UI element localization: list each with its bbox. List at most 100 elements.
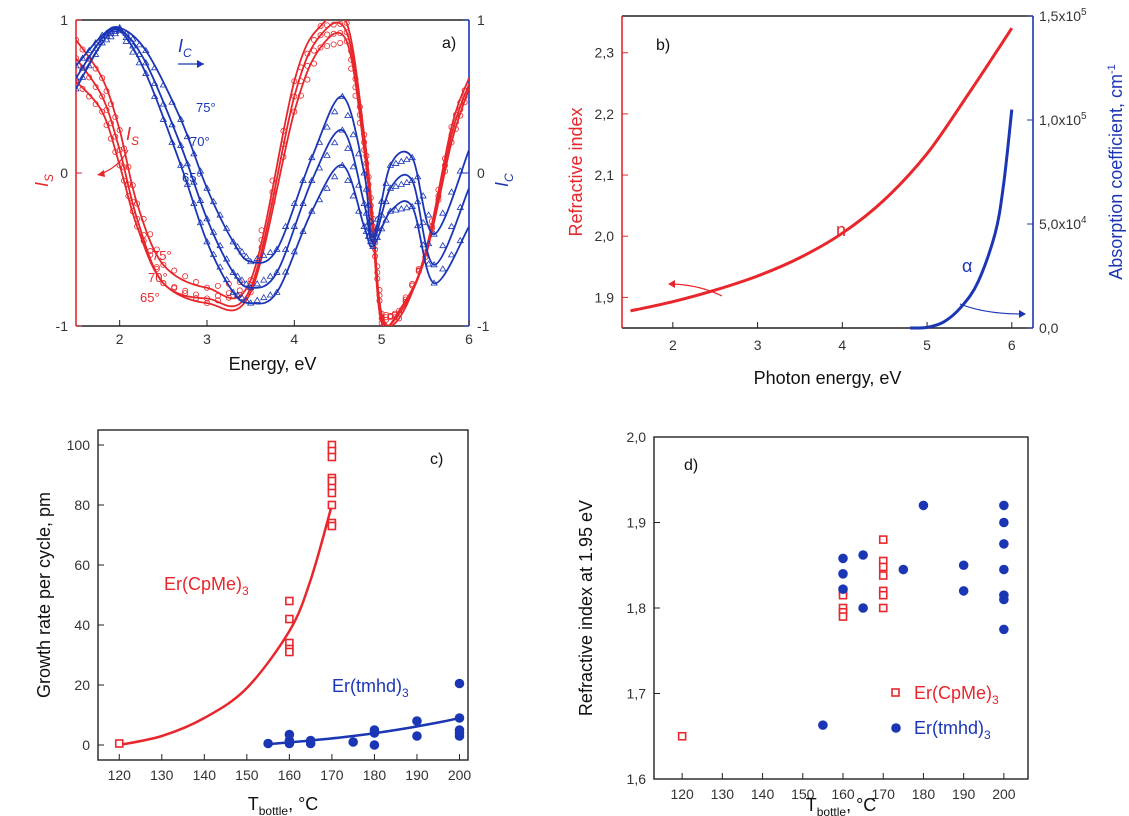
- data-point: [229, 238, 237, 245]
- data-point: [107, 101, 114, 108]
- data-point: [263, 738, 273, 749]
- x-tick-label: 5: [923, 337, 931, 353]
- alpha-arrowhead: [1019, 310, 1026, 318]
- data-point: [112, 114, 119, 121]
- data-point: [291, 93, 298, 100]
- data-point: [439, 209, 447, 216]
- y-tick-label: 80: [74, 497, 90, 513]
- data-point: [838, 612, 848, 621]
- data-point: [330, 21, 337, 28]
- data-point: [253, 280, 261, 287]
- data-point: [323, 123, 331, 130]
- data-point: [363, 160, 370, 167]
- data-point: [183, 160, 192, 167]
- right-tick-base: 1,5x10: [1039, 8, 1081, 24]
- data-point: [209, 197, 218, 205]
- data-point: [122, 33, 130, 40]
- series-IS-2-line: [76, 20, 469, 326]
- data-point: [238, 276, 246, 283]
- data-point: [140, 231, 147, 238]
- data-point: [183, 180, 192, 187]
- data-point: [134, 200, 141, 207]
- data-point: [327, 452, 337, 462]
- right-axis-title-main: I: [492, 182, 512, 187]
- data-point: [216, 241, 224, 249]
- data-point: [233, 272, 242, 279]
- angle-label: 65°: [182, 170, 202, 185]
- data-point: [76, 36, 79, 43]
- data-point: [142, 46, 150, 53]
- right-tick-base: 1,0x10: [1039, 112, 1081, 128]
- x-tick-label: 120: [670, 786, 694, 802]
- data-point: [958, 586, 969, 596]
- data-point: [858, 603, 868, 613]
- x-tick-label: 120: [108, 767, 132, 783]
- data-point: [203, 238, 211, 245]
- data-point: [878, 590, 888, 600]
- x-tick-label: 160: [278, 767, 302, 783]
- panel-a-data: [76, 20, 469, 326]
- data-point: [369, 725, 380, 735]
- data-point: [452, 111, 459, 118]
- data-point: [281, 222, 290, 229]
- data-point: [203, 300, 210, 307]
- data-point: [397, 157, 406, 164]
- data-point: [135, 41, 144, 48]
- data-point: [424, 211, 433, 218]
- data-point: [177, 115, 185, 122]
- x-tick-label: 200: [448, 767, 472, 783]
- data-point: [121, 164, 128, 171]
- data-point: [150, 64, 159, 71]
- data-point: [291, 108, 298, 115]
- right-tick-label: 1: [477, 12, 485, 28]
- data-point: [196, 218, 205, 226]
- data-point: [85, 46, 93, 53]
- data-point: [356, 103, 363, 110]
- right-axis-title: IC: [492, 173, 516, 187]
- left-axis-title-main: I: [32, 182, 52, 187]
- data-point: [190, 178, 198, 185]
- data-point: [677, 731, 687, 741]
- data-point: [290, 248, 299, 255]
- alpha-arrow: [959, 303, 1023, 315]
- data-point: [125, 163, 132, 170]
- data-point: [76, 62, 80, 69]
- data-point: [999, 539, 1009, 549]
- data-point: [898, 564, 909, 575]
- data-point: [299, 227, 307, 234]
- data-point: [168, 98, 176, 105]
- data-point: [456, 203, 464, 210]
- data-point: [457, 106, 464, 113]
- data-point: [299, 199, 307, 206]
- data-point: [365, 173, 372, 180]
- data-point: [349, 163, 357, 170]
- data-point: [402, 298, 409, 305]
- data-point: [291, 78, 298, 85]
- data-point: [177, 161, 185, 168]
- data-point: [76, 78, 79, 85]
- data-point: [140, 215, 147, 222]
- data-point: [242, 252, 251, 260]
- panel-b: 2 3 4 5 61,92,02,12,22,30,05,0x1041,0x1051,5…: [566, 7, 1126, 388]
- data-point: [315, 138, 324, 145]
- data-point: [258, 227, 265, 234]
- data-point: [159, 115, 168, 122]
- legend-main: Er(CpMe): [914, 683, 992, 703]
- data-point: [193, 279, 200, 286]
- legend-sub: 3: [984, 728, 991, 742]
- fit-blue: [267, 716, 460, 746]
- data-point: [196, 196, 205, 203]
- data-point: [86, 93, 93, 100]
- data-point: [338, 126, 347, 133]
- data-point: [343, 20, 350, 27]
- data-point: [818, 720, 828, 730]
- data-point: [317, 23, 324, 30]
- y-tick-label: 1,8: [627, 600, 647, 616]
- data-point: [122, 37, 130, 44]
- data-point: [360, 222, 368, 229]
- data-point: [361, 131, 368, 138]
- x-tick-label: 2: [669, 337, 677, 353]
- data-point: [308, 176, 316, 184]
- data-point: [391, 311, 398, 318]
- left-axis-title-sub: S: [42, 174, 56, 182]
